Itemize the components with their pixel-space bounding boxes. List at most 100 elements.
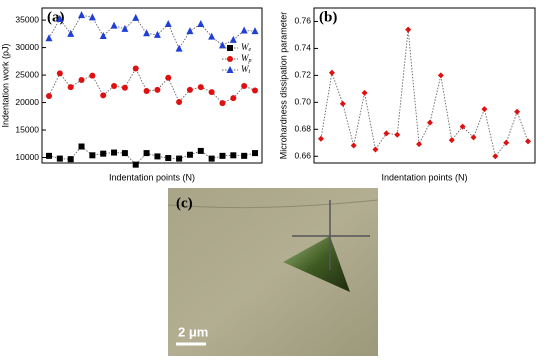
point: [241, 152, 248, 159]
micrograph: (c) 2 μm: [167, 188, 379, 356]
point: [56, 70, 63, 77]
point: [153, 30, 161, 38]
panel-label: (a): [47, 9, 65, 25]
point: [208, 155, 215, 162]
point: [67, 156, 74, 163]
panel-label: (b): [319, 9, 337, 25]
y-tick-label: 0.76: [294, 16, 311, 26]
series-line: [48, 67, 256, 104]
point: [154, 86, 161, 93]
point: [143, 87, 150, 94]
point: [416, 141, 423, 148]
point: [186, 86, 193, 93]
point: [176, 155, 183, 162]
point: [219, 152, 226, 159]
point: [111, 149, 118, 156]
point: [525, 138, 531, 145]
point: [448, 137, 455, 144]
point: [470, 134, 477, 141]
x-axis-label: Indentation points (N): [109, 172, 195, 182]
point: [503, 139, 510, 146]
point: [132, 65, 139, 72]
point: [110, 21, 118, 29]
point: [459, 123, 466, 130]
indent: [283, 236, 350, 292]
point: [426, 119, 433, 126]
point: [383, 130, 390, 137]
point: [111, 83, 118, 90]
point: [208, 89, 215, 96]
surface-line: [167, 199, 379, 209]
point: [197, 147, 204, 154]
point: [405, 26, 412, 33]
point: [100, 92, 107, 99]
point: [252, 87, 258, 94]
y-tick-label: 10000: [15, 152, 39, 162]
point: [218, 41, 226, 49]
point: [143, 29, 151, 37]
point: [197, 19, 205, 27]
point: [394, 131, 401, 138]
point: [46, 152, 52, 159]
point: [99, 32, 107, 40]
point: [45, 34, 53, 42]
y-tick-label: 20000: [15, 97, 39, 107]
point: [227, 56, 233, 62]
point: [89, 72, 96, 79]
y-tick-label: 0.70: [294, 97, 311, 107]
point: [350, 142, 357, 149]
y-tick-label: 0.74: [294, 43, 311, 53]
y-axis-label: Indentation work (pJ): [0, 43, 10, 127]
point: [240, 26, 248, 34]
point: [89, 152, 96, 159]
point: [492, 153, 499, 160]
point: [132, 13, 140, 21]
point: [230, 152, 237, 159]
point: [121, 84, 128, 91]
point: [372, 146, 379, 153]
point: [251, 27, 259, 35]
point: [481, 106, 488, 113]
plot-frame: [313, 7, 536, 164]
y-tick-label: 35000: [15, 14, 39, 24]
point: [230, 95, 237, 102]
point: [229, 35, 237, 43]
y-tick-label: 0.68: [294, 124, 311, 134]
point: [208, 32, 216, 40]
legend-label: We: [241, 42, 252, 53]
point: [164, 19, 172, 27]
point: [78, 143, 85, 150]
point: [339, 100, 346, 107]
series-line: [320, 29, 529, 158]
legend-label: Wp: [241, 53, 252, 64]
point: [226, 66, 234, 73]
point: [219, 100, 226, 107]
point: [175, 44, 183, 52]
point: [78, 77, 85, 84]
x-axis-label: Indentation points (N): [381, 172, 467, 182]
panel-label: (c): [176, 195, 193, 211]
y-tick-label: 30000: [15, 42, 39, 52]
point: [67, 29, 75, 37]
point: [361, 89, 368, 96]
scale-bar-label: 2 μm: [178, 324, 208, 339]
point: [197, 84, 204, 91]
point: [176, 98, 183, 105]
point: [328, 69, 335, 76]
point: [121, 24, 129, 32]
series-line: [48, 14, 256, 50]
point: [132, 161, 139, 168]
point: [154, 153, 161, 160]
micrograph-bg: [168, 188, 378, 356]
point: [186, 151, 193, 158]
point: [143, 150, 150, 157]
point: [88, 13, 96, 21]
point: [165, 155, 172, 162]
y-tick-label: 0.72: [294, 70, 311, 80]
point: [100, 150, 107, 157]
y-tick-label: 25000: [15, 69, 39, 79]
point: [514, 108, 521, 115]
point: [437, 72, 444, 79]
point: [186, 27, 194, 35]
